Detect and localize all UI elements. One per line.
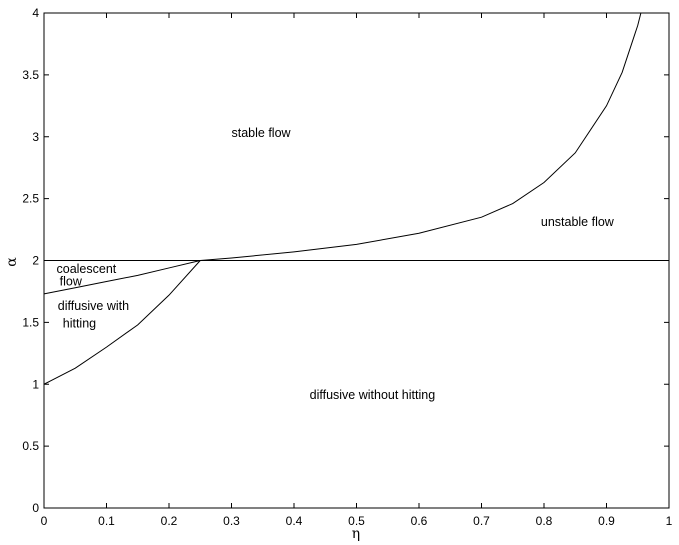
y-axis-label: α	[4, 257, 20, 267]
x-tick-label: 0.9	[598, 514, 615, 528]
x-tick-label: 0.5	[348, 514, 365, 528]
y-tick-label: 0.5	[22, 439, 39, 453]
x-tick-label: 0.7	[473, 514, 490, 528]
x-tick-label: 0.3	[223, 514, 240, 528]
x-tick-label: 0.2	[161, 514, 178, 528]
x-axis-ticks: 0 0.1 0.2 0.3 0.4 0.5 0.6 0.7 0.8 0.9 1	[41, 13, 673, 528]
x-tick-label: 0.6	[411, 514, 428, 528]
region-label-diffhit1: diffusive with	[58, 299, 129, 313]
y-tick-label: 2.5	[22, 192, 39, 206]
y-tick-label: 3	[32, 130, 39, 144]
region-label-diffhit2: hitting	[63, 316, 96, 330]
y-tick-label: 1.5	[22, 315, 39, 329]
y-tick-label: 0	[32, 501, 39, 515]
series-line-upper-curve	[43, 260, 201, 295]
x-tick-label: 0.4	[286, 514, 303, 528]
series-line-lower-curve	[43, 260, 201, 385]
region-label-unstable: unstable flow	[541, 215, 615, 229]
y-tick-label: 4	[32, 6, 39, 20]
region-label-coalescent2: flow	[60, 274, 83, 288]
region-label-coalescent1: coalescent	[57, 262, 117, 276]
series-line-rising-curve	[200, 12, 642, 261]
x-tick-label: 0	[41, 514, 48, 528]
y-tick-label: 3.5	[22, 68, 39, 82]
x-tick-label: 0.1	[98, 514, 115, 528]
region-label-stable: stable flow	[232, 126, 292, 140]
series-layer	[43, 12, 669, 385]
x-axis-label: η	[352, 526, 360, 542]
region-label-diffnohit: diffusive without hitting	[310, 388, 436, 402]
y-axis-ticks: 0 0.5 1 1.5 2 2.5 3 3.5 4	[22, 6, 669, 515]
x-tick-label: 0.8	[536, 514, 553, 528]
y-tick-label: 1	[32, 377, 39, 391]
y-tick-label: 2	[32, 254, 39, 268]
x-tick-label: 1	[666, 514, 673, 528]
